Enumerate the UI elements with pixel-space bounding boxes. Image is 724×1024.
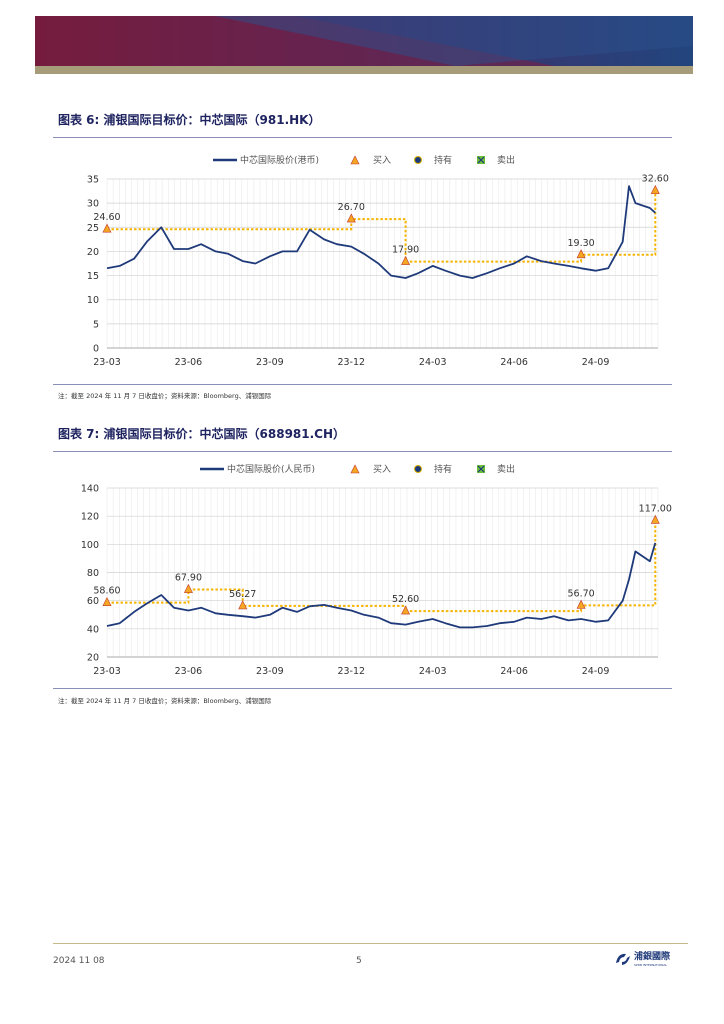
sell-marker-cross [477,465,485,473]
y-tick-label: 40 [87,624,99,635]
legend-price-label: 中芯国际股价(人民币) [227,463,315,475]
legend-buy-label: 买入 [373,155,391,166]
target-label: 117.00 [639,503,672,514]
buy-marker [238,600,248,610]
price-line [106,185,656,279]
buy-marker-icon [350,464,360,474]
x-tick-label: 23-06 [175,357,203,368]
y-tick-label: 20 [87,653,99,664]
x-tick-label: 24-06 [500,357,528,368]
buy-marker [346,213,356,223]
y-tick-label: 140 [81,484,99,495]
header-banner [35,16,693,74]
legend-price-label: 中芯国际股价(港币) [240,154,319,166]
x-tick-label: 23-06 [175,666,203,677]
figure-7-top-rule [53,451,672,452]
chart-688981ch: 20 40 60 80 100 120 140 23-03 23-06 23-09 23-12 24-… [81,463,672,677]
vertical-gridlines [106,179,659,348]
buy-marker [576,249,586,259]
target-label: 17.90 [392,245,419,256]
y-tick-label: 30 [87,199,99,210]
target-price-line [107,520,657,613]
logo-text: 浦銀國際 [634,950,671,962]
target-label: 24.60 [93,212,120,223]
legend: 中芯国际股价(港币) 买入 持有 卖出 [213,154,515,166]
x-tick-label: 23-09 [256,357,284,368]
x-tick-label: 23-09 [256,666,284,677]
target-label: 32.60 [642,174,669,185]
figure-7-text: 浦银国际目标价：中芯国际（688981.CH） [103,427,346,441]
x-tick-label: 23-12 [337,666,365,677]
footer-date: 2024 11 08 [53,956,105,966]
legend-sell-label: 卖出 [497,463,515,475]
hold-marker-icon [414,465,422,473]
buy-marker [576,599,586,609]
buy-marker [401,605,411,615]
chart-981hk: 0 5 10 15 20 25 30 35 23-03 23-06 23-09 23-12 24-03 2… [87,154,669,368]
hold-marker-icon [414,156,422,164]
legend-hold-label: 持有 [434,463,452,475]
figure-7-prefix: 图表 7: [58,427,100,441]
x-tick-label: 23-12 [337,357,365,368]
x-tick-label: 24-03 [419,357,447,368]
buy-marker [102,223,112,233]
spdb-logo: 浦銀國際 SPDB INTERNATIONAL [616,950,671,967]
figure-6-bottom-rule [53,384,672,385]
buy-marker [183,583,193,593]
x-tick-label: 24-09 [582,357,610,368]
legend-sell-label: 卖出 [497,154,515,166]
legend: 中芯国际股价(人民币) 买入 持有 卖出 [200,463,515,475]
page-number: 5 [356,956,362,966]
y-tick-label: 25 [87,223,99,234]
figure-6-note: 注：截至 2024 年 11 月 7 日收盘价；资料来源：Bloomberg、浦… [58,392,272,400]
x-tick-label: 23-03 [93,666,121,677]
legend-buy-label: 买入 [373,464,391,475]
buy-marker-icon [350,155,360,165]
target-label: 56.27 [229,589,256,600]
target-price-line [107,190,657,263]
target-label: 56.70 [567,588,594,599]
x-tick-label: 24-06 [500,666,528,677]
price-line [106,542,657,629]
y-tick-label: 0 [93,344,99,355]
buy-marker [401,255,411,265]
target-label: 26.70 [338,202,365,213]
target-label: 67.90 [175,573,202,584]
figure-6-top-rule [53,137,672,138]
y-tick-label: 5 [93,319,99,330]
legend-hold-label: 持有 [434,154,452,166]
y-tick-label: 10 [87,295,99,306]
buy-marker [650,514,660,524]
figure-6-title: 图表 6: 浦银国际目标价：中芯国际（981.HK） [58,111,320,128]
x-tick-label: 24-03 [419,666,447,677]
y-tick-label: 20 [87,247,99,258]
y-tick-label: 60 [87,596,99,607]
figure-7-bottom-rule [53,688,672,689]
y-tick-label: 100 [81,540,99,551]
target-label: 58.60 [93,586,120,597]
y-tick-label: 15 [87,271,99,282]
figure-6-prefix: 图表 6: [58,113,100,127]
target-label: 52.60 [392,594,419,605]
x-tick-label: 23-03 [93,357,121,368]
target-label: 19.30 [567,238,594,249]
sell-marker-cross [477,156,485,164]
y-tick-label: 120 [81,512,99,523]
figure-7-title: 图表 7: 浦银国际目标价：中芯国际（688981.CH） [58,425,345,442]
buy-marker [650,184,660,194]
x-tick-label: 24-09 [582,666,610,677]
figure-7-note: 注：截至 2024 年 11 月 7 日收盘价；资料来源：Bloomberg、浦… [58,697,272,705]
figure-6-text: 浦银国际目标价：中芯国际（981.HK） [103,113,321,127]
buy-marker [102,596,112,606]
y-tick-label: 80 [87,568,99,579]
logo-subtext: SPDB INTERNATIONAL [634,963,667,967]
y-tick-label: 35 [87,175,99,186]
footer-rule [53,943,688,944]
